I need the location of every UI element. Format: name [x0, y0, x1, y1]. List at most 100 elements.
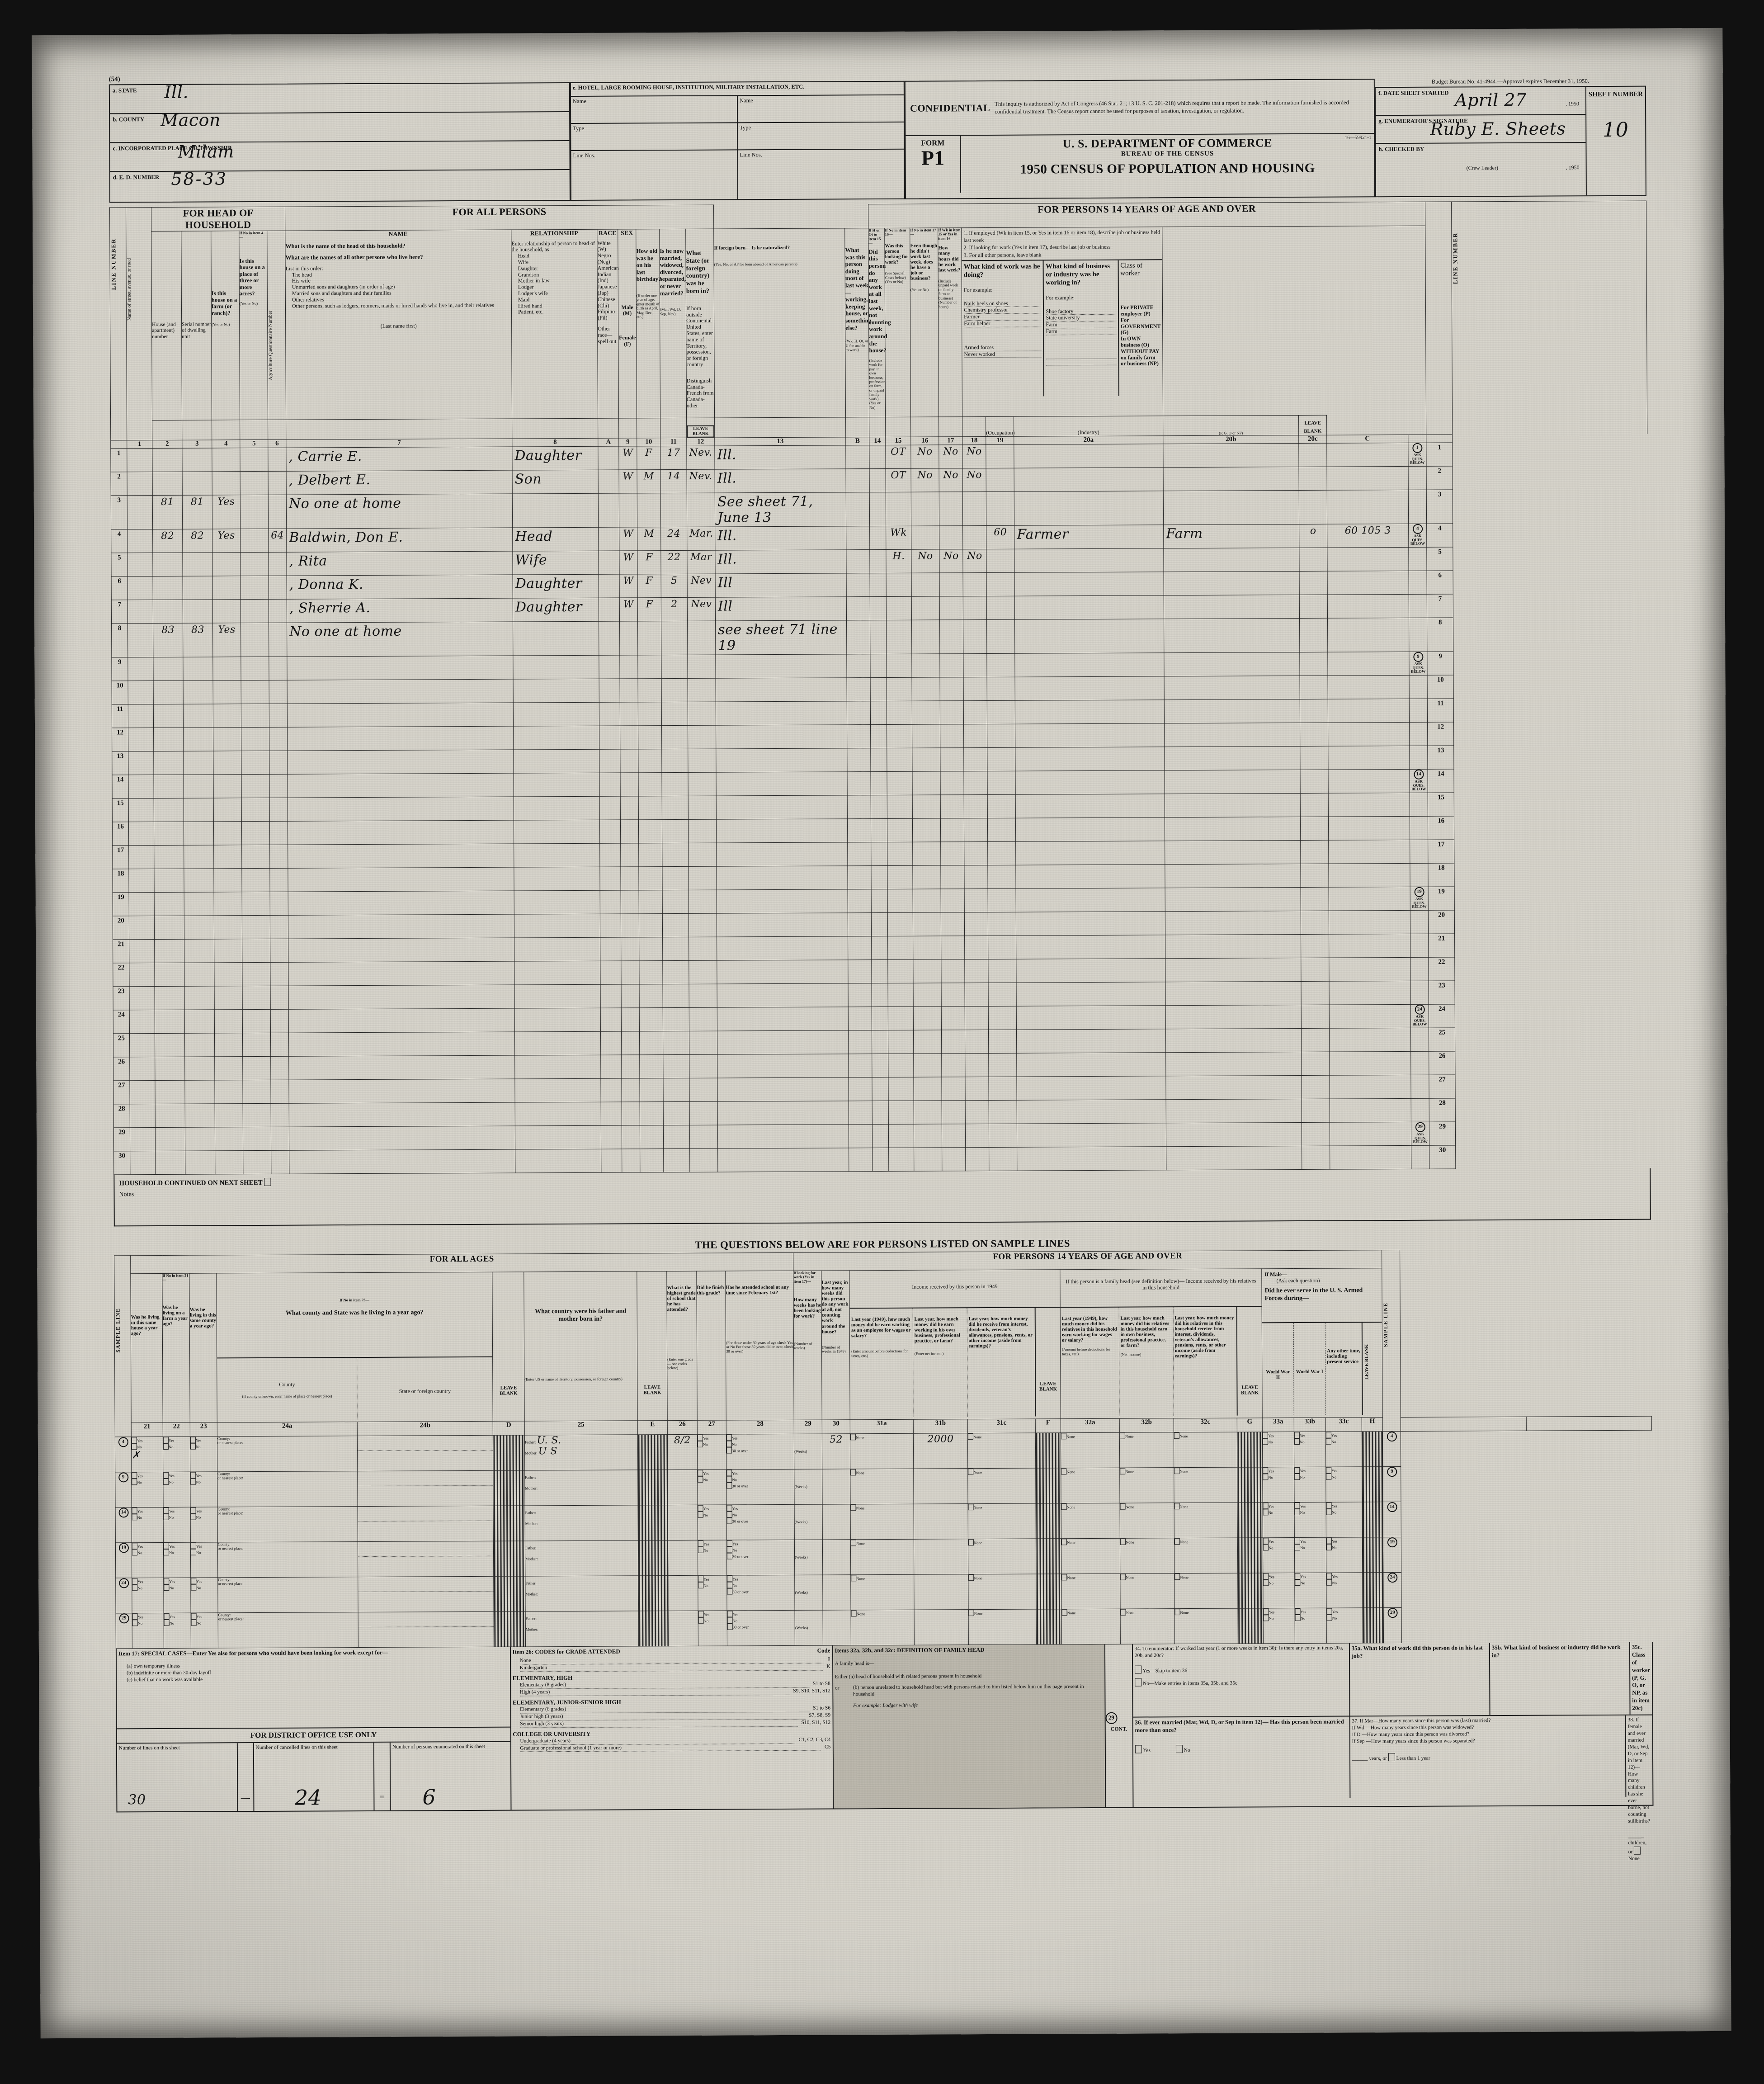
cell-any-work[interactable]: No: [911, 549, 940, 573]
sample-cell-21[interactable]: Yes No: [132, 1542, 164, 1578]
cell-hours[interactable]: [988, 936, 1016, 959]
cell-has-job[interactable]: [964, 841, 988, 865]
cell-naturalized[interactable]: [870, 620, 887, 654]
cell-line-number-right[interactable]: 23: [1429, 980, 1455, 1005]
cell-name[interactable]: [288, 1032, 515, 1057]
sample-cell-32a[interactable]: None: [1061, 1432, 1120, 1468]
sample-cell-22[interactable]: Yes No: [163, 1542, 191, 1578]
cell-naturalized[interactable]: [869, 445, 886, 469]
sample-cell-27[interactable]: Yes No: [697, 1470, 727, 1505]
cell-line-number-right[interactable]: 9: [1427, 651, 1454, 676]
cell-naturalized[interactable]: [870, 677, 887, 701]
cell-code-c[interactable]: [1327, 466, 1409, 491]
cell-age[interactable]: [660, 493, 687, 527]
cell-has-job[interactable]: [963, 700, 987, 724]
cell-has-job[interactable]: [963, 619, 987, 654]
inst-linenos-label[interactable]: Line Nos.: [740, 151, 762, 158]
cell-relationship[interactable]: [515, 1102, 601, 1126]
cell-activity[interactable]: H.: [886, 549, 912, 573]
cell-line-number-right[interactable]: 19: [1428, 886, 1455, 911]
sample-cell-31b[interactable]: [914, 1609, 969, 1645]
cell-class-of-worker[interactable]: [1300, 699, 1328, 723]
cell-street[interactable]: [129, 963, 155, 987]
cell-name[interactable]: [287, 703, 514, 728]
cell-house-number[interactable]: [153, 775, 184, 799]
cell-serial-number[interactable]: [182, 552, 213, 577]
cell-serial-number[interactable]: [184, 915, 214, 940]
cell-name[interactable]: [288, 938, 514, 963]
cell-age[interactable]: [662, 843, 689, 867]
cell-class-of-worker[interactable]: [1300, 864, 1329, 888]
cell-any-work[interactable]: [914, 1100, 942, 1125]
cell-industry[interactable]: [1165, 864, 1301, 888]
sample-cell-22[interactable]: Yes No: [163, 1472, 191, 1507]
cell-has-job[interactable]: [963, 724, 987, 748]
cell-looking[interactable]: No: [939, 549, 963, 573]
cell-any-work[interactable]: [913, 1053, 942, 1077]
sample-cell-25[interactable]: Father: Mother:: [525, 1505, 638, 1541]
cell-age[interactable]: [661, 702, 688, 726]
cell-relationship[interactable]: Head: [512, 527, 599, 552]
cell-marital[interactable]: [689, 1125, 718, 1149]
cell-farm[interactable]: [213, 845, 242, 869]
cell-marital[interactable]: [687, 655, 716, 679]
cell-agri-number[interactable]: [269, 704, 288, 728]
cell-relationship[interactable]: [514, 961, 601, 985]
cell-serial-number[interactable]: [183, 680, 213, 704]
sample-cell-24b[interactable]: [358, 1541, 494, 1577]
cell-serial-number[interactable]: [184, 892, 214, 916]
cell-occupation[interactable]: [1017, 1146, 1166, 1171]
cell-relationship[interactable]: [515, 1149, 601, 1173]
cell-marital[interactable]: [689, 1054, 717, 1078]
q34-no-checkbox[interactable]: [1135, 1678, 1142, 1687]
cell-sex[interactable]: F: [637, 597, 661, 621]
cell-agri-number[interactable]: [269, 821, 288, 845]
cell-class-of-worker[interactable]: [1300, 770, 1329, 794]
cell-agri-number[interactable]: [269, 657, 288, 680]
cell-leave-blank-b[interactable]: [848, 959, 872, 983]
sample-cell-30[interactable]: [822, 1469, 851, 1505]
cell-house-number[interactable]: [153, 751, 184, 775]
cell-name[interactable]: [288, 773, 514, 798]
cell-leave-blank-a[interactable]: [601, 1102, 622, 1126]
cell-sex[interactable]: [639, 1054, 663, 1078]
q34-yes-checkbox[interactable]: [1134, 1665, 1141, 1674]
sample-cell-33c[interactable]: Yes No: [1325, 1466, 1363, 1503]
q36-yes-checkbox[interactable]: [1135, 1745, 1142, 1753]
state-row[interactable]: a. STATE Ill.: [109, 82, 570, 114]
cell-activity[interactable]: [888, 1007, 914, 1030]
cell-line-number[interactable]: 28: [113, 1104, 130, 1128]
cell-birthplace[interactable]: [716, 865, 848, 890]
sample-cell-33c[interactable]: Yes No: [1326, 1502, 1363, 1538]
cell-class-of-worker[interactable]: [1300, 676, 1328, 699]
cell-birthplace[interactable]: [716, 818, 848, 843]
cell-has-job[interactable]: [963, 596, 987, 620]
cell-name[interactable]: [288, 820, 514, 845]
cell-acres[interactable]: [241, 868, 270, 892]
cell-leave-blank-a[interactable]: [599, 702, 620, 726]
sample-cell-22[interactable]: Yes No: [164, 1613, 191, 1649]
cell-age[interactable]: 22: [660, 550, 688, 574]
cell-any-work[interactable]: [913, 983, 942, 1007]
cell-serial-number[interactable]: 83: [183, 623, 213, 657]
sample-cell-32b[interactable]: None: [1120, 1608, 1175, 1645]
cell-farm[interactable]: [212, 552, 241, 576]
cell-leave-blank-b[interactable]: [848, 1030, 872, 1054]
cell-class-of-worker[interactable]: [1299, 618, 1328, 652]
cell-acres[interactable]: [241, 751, 269, 775]
cell-acres[interactable]: [242, 986, 271, 1010]
cell-race[interactable]: [621, 937, 639, 961]
cell-has-job[interactable]: [964, 888, 988, 912]
cell-looking[interactable]: [940, 677, 964, 701]
cell-leave-blank-b[interactable]: [846, 468, 870, 492]
cell-acres[interactable]: [243, 1103, 271, 1127]
cell-looking[interactable]: [940, 700, 964, 724]
sample-cell-33c[interactable]: Yes No: [1326, 1537, 1363, 1573]
cell-leave-blank-a[interactable]: [599, 679, 620, 703]
cell-birthplace[interactable]: [715, 654, 847, 679]
cell-naturalized[interactable]: [872, 1101, 889, 1125]
cell-naturalized[interactable]: [871, 865, 888, 889]
cell-looking[interactable]: [939, 619, 963, 654]
cell-street[interactable]: [128, 728, 154, 751]
cell-has-job[interactable]: [963, 677, 987, 701]
